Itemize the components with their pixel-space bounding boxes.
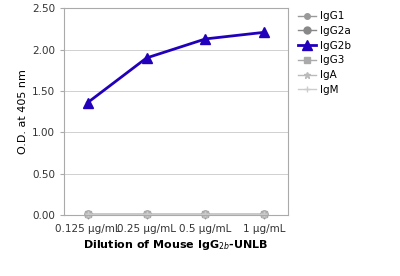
- Y-axis label: O.D. at 405 nm: O.D. at 405 nm: [18, 69, 28, 154]
- Legend: IgG1, IgG2a, IgG2b, IgG3, IgA, IgM: IgG1, IgG2a, IgG2b, IgG3, IgA, IgM: [296, 9, 354, 97]
- X-axis label: Dilution of Mouse IgG$_{2b}$-UNLB: Dilution of Mouse IgG$_{2b}$-UNLB: [83, 238, 269, 253]
